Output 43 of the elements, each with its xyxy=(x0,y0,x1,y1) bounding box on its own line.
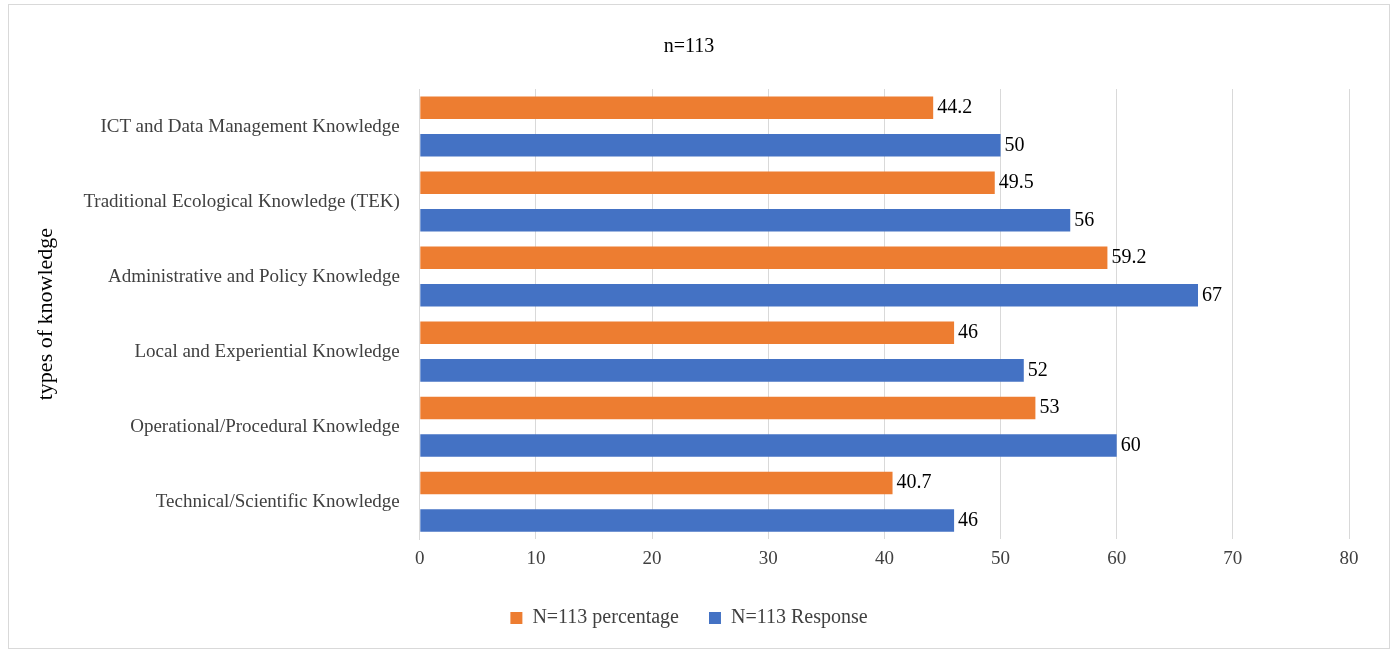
bar xyxy=(420,396,1036,420)
data-label: 52 xyxy=(1027,357,1048,380)
data-label: 46 xyxy=(958,507,979,530)
data-label: 46 xyxy=(958,320,979,343)
bar xyxy=(420,209,1071,232)
y-tick-label: Administrative and Policy Knowledge xyxy=(108,264,400,286)
y-tick-label: Traditional Ecological Knowledge (TEK) xyxy=(83,189,400,212)
data-label: 60 xyxy=(1120,432,1141,455)
legend-label: N=113 Response xyxy=(730,605,868,629)
bar xyxy=(420,321,955,345)
data-label: 67 xyxy=(1202,282,1223,305)
bar xyxy=(420,96,934,120)
data-label: 44.2 xyxy=(937,95,973,118)
bar xyxy=(420,359,1024,382)
x-tick-label: 30 xyxy=(758,546,778,568)
y-axis-title: types of knowledge xyxy=(31,227,57,401)
bar xyxy=(420,434,1117,457)
x-tick-label: 50 xyxy=(991,546,1011,568)
x-tick-label: 60 xyxy=(1107,546,1127,568)
legend-label: N=113 percentage xyxy=(532,605,680,629)
chart-title: n=113 xyxy=(663,34,715,57)
x-tick-label: 10 xyxy=(526,546,546,568)
x-tick-label: 0 xyxy=(415,546,425,568)
bar xyxy=(420,509,955,532)
bar xyxy=(420,171,995,195)
data-label: 53 xyxy=(1039,395,1060,418)
bar xyxy=(420,134,1001,157)
bar xyxy=(420,284,1199,307)
data-label: 50 xyxy=(1004,132,1025,155)
x-tick-label: 20 xyxy=(642,546,662,568)
bar xyxy=(420,471,893,495)
data-label: 49.5 xyxy=(998,170,1034,193)
data-label: 40.7 xyxy=(896,470,932,493)
bar xyxy=(420,246,1108,270)
data-label: 59.2 xyxy=(1111,245,1147,268)
y-tick-label: Operational/Procedural Knowledge xyxy=(130,414,400,436)
data-label: 56 xyxy=(1074,207,1095,230)
y-tick-label: Technical/Scientific Knowledge xyxy=(155,489,400,511)
x-tick-label: 70 xyxy=(1223,546,1243,568)
y-tick-label: Local and Experiential Knowledge xyxy=(134,339,400,361)
y-tick-label: ICT and Data Management Knowledge xyxy=(100,114,400,136)
x-tick-label: 40 xyxy=(874,546,894,568)
x-tick-label: 80 xyxy=(1339,546,1359,568)
